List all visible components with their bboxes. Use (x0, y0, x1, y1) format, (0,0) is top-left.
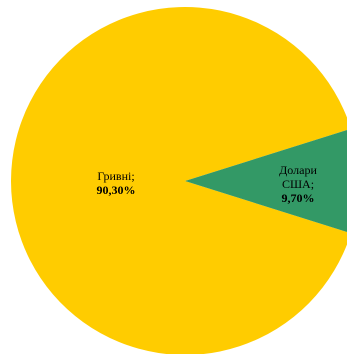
slice-labels: Гривні; 90,30% Долари США; 9,70% (97, 163, 318, 205)
pie-slice-1 (185, 130, 347, 232)
slice-name-line: США; (282, 177, 314, 191)
slice-name-line: Гривні; (97, 169, 134, 183)
slice-percent: 9,70% (282, 191, 315, 205)
slice-label-0: Гривні; 90,30% (97, 169, 136, 197)
pie-slice-0 (10, 7, 347, 354)
slice-name-line: Долари (279, 163, 317, 177)
slice-percent: 90,30% (97, 183, 136, 197)
pie-slices (10, 7, 347, 354)
slice-label-1: Долари США; 9,70% (279, 163, 317, 205)
